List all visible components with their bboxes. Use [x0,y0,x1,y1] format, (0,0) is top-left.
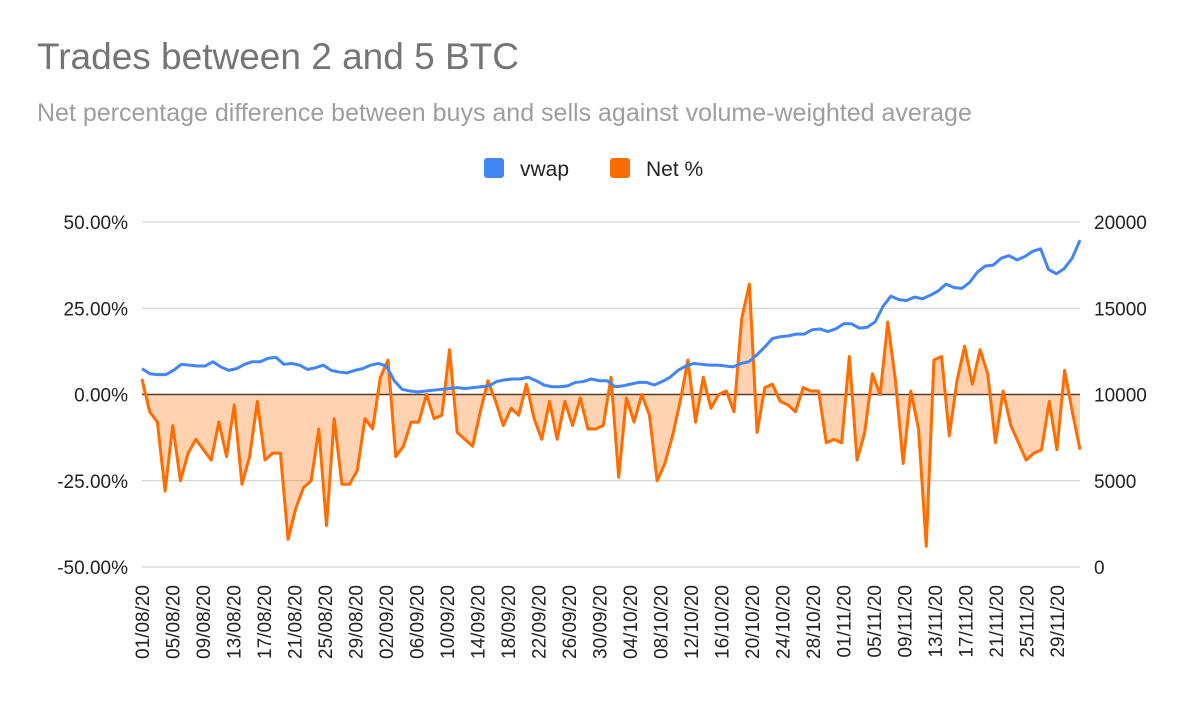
x-tick-label: 30/09/20 [591,585,612,659]
x-tick-label: 28/10/20 [804,585,825,659]
x-tick-label: 22/09/20 [530,585,551,659]
legend-label-0: vwap [520,158,569,181]
x-tick-label: 01/11/20 [835,585,856,658]
x-tick-label: 17/08/20 [255,585,276,659]
x-tick-label: 20/10/20 [743,585,764,659]
right-axis: 20000 15000 10000 5000 0 [1094,213,1147,579]
left-tick-label: -25.00% [57,472,128,493]
legend-label-1: Net % [646,158,703,181]
x-tick-label: 25/08/20 [316,585,337,659]
x-tick-label: 09/11/20 [896,585,917,658]
x-tick-label: 13/11/20 [926,585,947,658]
x-tick-label: 14/09/20 [469,585,490,659]
x-tick-label: 13/08/20 [225,585,246,659]
legend: vwap Net % [484,158,703,181]
left-tick-label: 0.00% [74,386,128,407]
x-tick-label: 09/08/20 [194,585,215,659]
x-tick-label: 29/08/20 [347,585,368,659]
left-tick-label: -50.00% [57,558,128,579]
x-tick-label: 02/09/20 [377,585,398,659]
legend-swatch-1 [610,158,630,178]
left-axis: 50.00% 25.00% 0.00% -25.00% -50.00% [57,213,128,579]
lines-layer [140,239,1082,548]
net-percent-area [142,284,1080,547]
x-axis: 01/08/20 05/08/20 09/08/20 13/08/20 17/08/20… [133,585,1069,659]
x-tick-label: 21/11/20 [987,585,1008,658]
x-tick-label: 08/10/20 [652,585,673,659]
x-tick-label: 17/11/20 [957,585,978,658]
x-tick-label: 12/10/20 [682,585,703,659]
x-tick-label: 18/09/20 [499,585,520,659]
x-tick-label: 21/08/20 [286,585,307,659]
x-tick-label: 16/10/20 [713,585,734,659]
left-tick-label: 50.00% [64,213,129,234]
net-percent-line [140,282,1082,548]
right-tick-label: 15000 [1094,299,1147,320]
legend-swatch-0 [484,158,504,178]
net-area-layer [142,284,1080,547]
x-tick-label: 04/10/20 [621,585,642,659]
x-tick-label: 01/08/20 [133,585,154,659]
right-tick-label: 5000 [1094,472,1136,493]
left-tick-label: 25.00% [64,299,129,320]
chart-title: Trades between 2 and 5 BTC [37,36,519,77]
right-tick-label: 0 [1094,558,1105,579]
x-tick-label: 06/09/20 [408,585,429,659]
x-tick-label: 10/09/20 [438,585,459,659]
x-tick-label: 25/11/20 [1018,585,1039,658]
x-tick-label: 29/11/20 [1048,585,1069,658]
right-tick-label: 10000 [1094,386,1147,407]
x-tick-label: 05/08/20 [164,585,185,659]
chart-subtitle: Net percentage difference between buys a… [37,99,972,127]
vwap-line [141,239,1082,394]
x-tick-label: 26/09/20 [560,585,581,659]
x-tick-label: 24/10/20 [774,585,795,659]
right-tick-label: 20000 [1094,213,1147,234]
x-tick-label: 05/11/20 [865,585,886,658]
